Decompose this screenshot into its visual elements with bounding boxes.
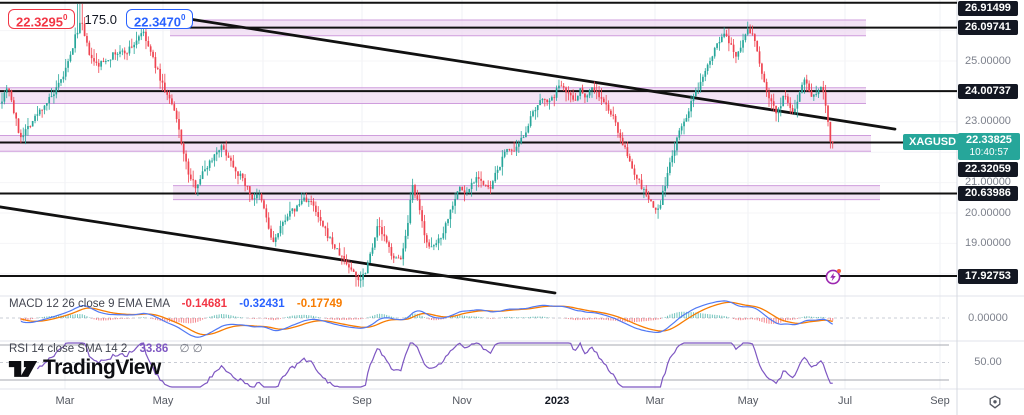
price-axis-label: 20.00000 (965, 206, 1011, 219)
time-axis-label: May (152, 395, 174, 407)
rsi-line (36, 341, 833, 388)
symbol-price-badge: XAGUSD (903, 133, 963, 150)
macd-axis-label: 0.00000 (968, 311, 1008, 324)
level-price-label: 26.91499 (958, 1, 1018, 16)
macd-histogram-value: -0.14681 (181, 298, 228, 310)
tradingview-watermark[interactable]: TradingView (8, 355, 161, 381)
time-axis-label: Nov (452, 395, 472, 407)
rsi-legend-title[interactable]: RSI 14 close SMA 14 2 (9, 343, 128, 355)
time-axis-label: Sep (352, 395, 372, 407)
time-axis-label: Sep (930, 395, 950, 407)
tradingview-logo-icon (8, 360, 38, 377)
buy-price-value: 22.3470 (134, 14, 181, 30)
sell-price-value: 22.3295 (16, 14, 63, 30)
sell-price-label[interactable]: 22.32950 (8, 9, 76, 30)
time-axis-label: Jul (837, 395, 853, 407)
alert-icon[interactable] (825, 268, 842, 285)
current-price-label: 22.33825 10:40:57 (958, 132, 1020, 160)
level-price-label: 17.92753 (958, 268, 1018, 284)
buy-price-sup: 0 (181, 13, 186, 22)
macd-line (20, 300, 834, 338)
supply-demand-zone (0, 87, 866, 104)
position-quantity-label: 175.0 (84, 11, 117, 27)
level-price-label: 24.00737 (958, 83, 1018, 99)
time-axis-label: Jul (255, 395, 271, 407)
watermark-text: TradingView (43, 356, 161, 379)
price-axis-label: 25.00000 (965, 54, 1011, 67)
price-axis-label: 23.00000 (965, 115, 1011, 128)
time-axis-label: May (737, 395, 759, 407)
bar-countdown: 10:40:57 (969, 146, 1009, 158)
sell-price-sup: 0 (63, 13, 68, 22)
macd-line-value: -0.32431 (239, 298, 285, 310)
rsi-value: 33.86 (139, 343, 169, 355)
macd-legend[interactable]: MACD 12 26 close 9 EMA EMA -0.14681 -0.3… (9, 297, 342, 311)
trendline (0, 205, 557, 295)
price-axis-label: 19.00000 (965, 236, 1011, 249)
trendline (168, 14, 897, 131)
buy-price-label[interactable]: 22.34700 (126, 9, 194, 30)
level-price-label: 20.63986 (958, 186, 1018, 202)
rsi-axis-label: 50.00 (974, 356, 1002, 368)
axis-settings-icon[interactable] (986, 394, 1004, 415)
rsi-legend[interactable]: RSI 14 close SMA 14 2 33.86 ∅ ∅ (9, 342, 203, 356)
time-axis-label: Mar (55, 395, 75, 407)
order-labels-group: 22.32950 175.0 22.34700 (8, 9, 194, 30)
time-axis-label: 2023 (544, 395, 570, 407)
current-price-value: 22.33825 (966, 133, 1012, 146)
price-axis-label: 21.00000 (965, 176, 1011, 189)
rsi-hidden-values: ∅ ∅ (179, 343, 203, 355)
level-price-label: 26.09741 (958, 20, 1018, 36)
macd-signal-value: -0.17749 (296, 298, 343, 310)
macd-legend-title[interactable]: MACD 12 26 close 9 EMA EMA (9, 298, 170, 310)
level-price-label: 22.32059 (958, 161, 1018, 177)
time-axis-label: Mar (645, 395, 665, 407)
